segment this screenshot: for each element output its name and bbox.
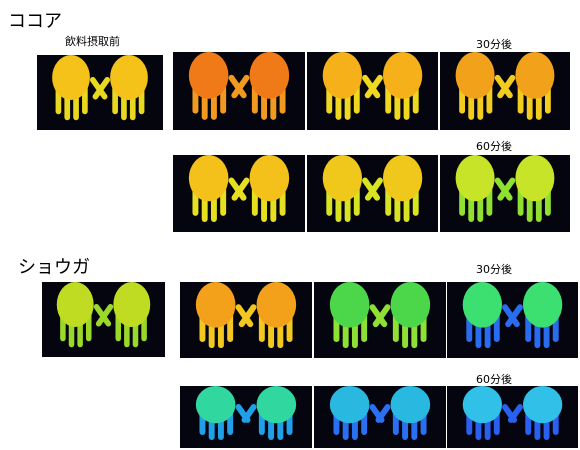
thermal-image — [42, 282, 165, 357]
palm — [257, 282, 297, 328]
label: 飲料摂取前 — [65, 34, 120, 48]
palm — [391, 386, 431, 423]
section-title: ショウガ — [18, 257, 90, 278]
palm — [323, 52, 362, 99]
palm — [257, 386, 297, 423]
section-title: ココア — [8, 11, 62, 32]
palm — [189, 52, 229, 99]
palm — [110, 55, 148, 100]
thermal-image — [314, 386, 446, 448]
label: 30分後 — [476, 37, 512, 51]
palm — [330, 386, 370, 423]
palm — [189, 155, 229, 201]
palm — [383, 155, 422, 201]
label: 30分後 — [476, 262, 512, 276]
palm — [250, 155, 290, 201]
thermal-images — [37, 52, 578, 448]
thermal-image — [180, 386, 312, 448]
palm — [323, 155, 362, 201]
thermal-image — [307, 155, 438, 232]
thermal-image — [447, 386, 578, 448]
label: 60分後 — [476, 372, 512, 386]
palm — [456, 155, 495, 201]
palm — [57, 282, 94, 327]
palm — [330, 282, 370, 328]
palm — [196, 282, 236, 328]
thermal-image — [447, 282, 578, 358]
palm — [515, 52, 554, 99]
palm — [391, 282, 431, 328]
palm — [523, 386, 562, 423]
palm — [52, 55, 90, 100]
thermal-image — [307, 52, 438, 130]
palm — [463, 282, 502, 328]
palm — [196, 386, 236, 423]
palm — [523, 282, 562, 328]
palm — [113, 282, 150, 327]
label: 60分後 — [476, 139, 512, 153]
thermal-image — [440, 52, 570, 130]
palm — [456, 52, 495, 99]
palm — [515, 155, 554, 201]
thermal-image — [440, 155, 570, 232]
figure: ココア 飲料摂取前 30分後 60分後 ショウガ 30分後 60分後 — [0, 0, 580, 450]
thermal-image — [173, 52, 305, 130]
thermal-image — [173, 155, 305, 232]
thermal-image — [37, 55, 163, 130]
thermal-image — [180, 282, 312, 358]
palm — [463, 386, 502, 423]
thermal-image — [314, 282, 446, 358]
palm — [250, 52, 290, 99]
palm — [383, 52, 422, 99]
